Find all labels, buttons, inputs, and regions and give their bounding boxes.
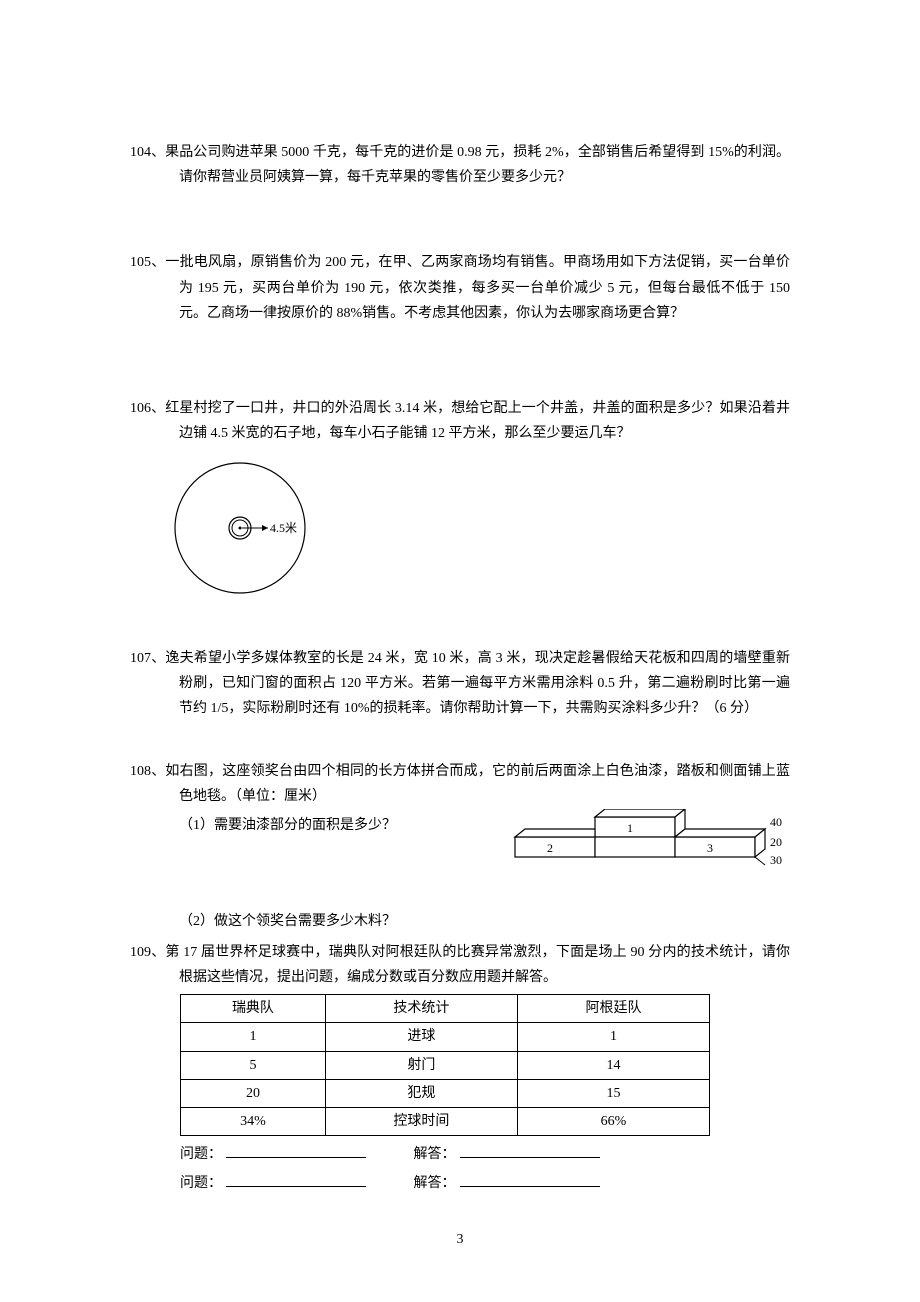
question-label: 问题： — [180, 1176, 222, 1191]
question-104: 104、果品公司购进苹果 5000 千克，每千克的进价是 0.98 元，损耗 2… — [130, 140, 790, 190]
question-body: 一批电风扇，原销售价为 200 元，在甲、乙两家商场均有销售。甲商场用如下方法促… — [165, 255, 790, 320]
question-blank[interactable] — [226, 1173, 366, 1187]
podium-label-2: 2 — [547, 841, 553, 855]
page-number: 3 — [130, 1227, 790, 1252]
table-cell: 15 — [517, 1079, 709, 1107]
table-row: 20 犯规 15 — [181, 1079, 710, 1107]
answer-line-2: 问题： 解答： — [180, 1171, 790, 1196]
podium-dim-30: 30 — [770, 853, 782, 867]
question-label: 问题： — [180, 1147, 222, 1162]
table-row: 1 进球 1 — [181, 1023, 710, 1051]
well-diagram: 4.5米 — [170, 458, 790, 607]
question-body: 第 17 届世界杯足球赛中，瑞典队对阿根廷队的比赛异常激烈，下面是场上 90 分… — [165, 945, 790, 985]
question-text: 105、一批电风扇，原销售价为 200 元，在甲、乙两家商场均有销售。甲商场用如… — [130, 250, 790, 326]
question-108-sub2: （2）做这个领奖台需要多少木料？ — [130, 909, 790, 934]
table-header-cell: 瑞典队 — [181, 995, 326, 1023]
question-text: 104、果品公司购进苹果 5000 千克，每千克的进价是 0.98 元，损耗 2… — [130, 140, 790, 190]
table-cell: 34% — [181, 1107, 326, 1135]
question-blank[interactable] — [226, 1144, 366, 1158]
podium-dim-40: 40 — [770, 815, 782, 829]
question-number: 109、 — [130, 945, 165, 960]
answer-label: 解答： — [414, 1147, 456, 1162]
podium-label-1: 1 — [627, 821, 633, 835]
table-cell: 66% — [517, 1107, 709, 1135]
podium-dim-20: 20 — [770, 835, 782, 849]
table-row: 瑞典队 技术统计 阿根廷队 — [181, 995, 710, 1023]
question-number: 105、 — [130, 255, 165, 270]
well-label: 4.5米 — [270, 521, 297, 535]
table-header-cell: 阿根廷队 — [517, 995, 709, 1023]
table-cell: 犯规 — [325, 1079, 517, 1107]
question-105: 105、一批电风扇，原销售价为 200 元，在甲、乙两家商场均有销售。甲商场用如… — [130, 250, 790, 326]
table-cell: 进球 — [325, 1023, 517, 1051]
podium-svg: 1 2 3 40 20 30 — [500, 809, 790, 879]
question-number: 104、 — [130, 145, 165, 160]
question-108: 108、如右图，这座领奖台由四个相同的长方体拼合而成，它的前后两面涂上白色油漆，… — [130, 759, 790, 934]
podium-label-3: 3 — [707, 841, 713, 855]
table-cell: 1 — [181, 1023, 326, 1051]
table-cell: 控球时间 — [325, 1107, 517, 1135]
podium-diagram: 1 2 3 40 20 30 — [500, 809, 790, 888]
well-svg: 4.5米 — [170, 458, 330, 598]
answer-line-1: 问题： 解答： — [180, 1142, 790, 1167]
table-cell: 1 — [517, 1023, 709, 1051]
question-text: 106、红星村挖了一口井，井口的外沿周长 3.14 米，想给它配上一个井盖，井盖… — [130, 396, 790, 446]
table-cell: 20 — [181, 1079, 326, 1107]
table-cell: 射门 — [325, 1051, 517, 1079]
table-cell: 5 — [181, 1051, 326, 1079]
answer-blank[interactable] — [460, 1173, 600, 1187]
answer-blank[interactable] — [460, 1144, 600, 1158]
question-number: 107、 — [130, 651, 165, 666]
answer-lines: 问题： 解答： 问题： 解答： — [180, 1142, 790, 1196]
question-107: 107、逸夫希望小学多媒体教室的长是 24 米，宽 10 米，高 3 米，现决定… — [130, 646, 790, 722]
question-body: 果品公司购进苹果 5000 千克，每千克的进价是 0.98 元，损耗 2%，全部… — [165, 145, 790, 185]
question-text: 108、如右图，这座领奖台由四个相同的长方体拼合而成，它的前后两面涂上白色油漆，… — [130, 759, 790, 809]
table-row: 34% 控球时间 66% — [181, 1107, 710, 1135]
question-body: 如右图，这座领奖台由四个相同的长方体拼合而成，它的前后两面涂上白色油漆，踏板和侧… — [165, 764, 790, 804]
question-text: 107、逸夫希望小学多媒体教室的长是 24 米，宽 10 米，高 3 米，现决定… — [130, 646, 790, 722]
table-header-cell: 技术统计 — [325, 995, 517, 1023]
question-106: 106、红星村挖了一口井，井口的外沿周长 3.14 米，想给它配上一个井盖，井盖… — [130, 396, 790, 608]
question-body: 红星村挖了一口井，井口的外沿周长 3.14 米，想给它配上一个井盖，井盖的面积是… — [165, 401, 790, 441]
question-109: 109、第 17 届世界杯足球赛中，瑞典队对阿根廷队的比赛异常激烈，下面是场上 … — [130, 940, 790, 1197]
question-text: 109、第 17 届世界杯足球赛中，瑞典队对阿根廷队的比赛异常激烈，下面是场上 … — [130, 940, 790, 990]
table-row: 5 射门 14 — [181, 1051, 710, 1079]
question-108-sub1: （1）需要油漆部分的面积是多少？ — [130, 813, 480, 838]
table-cell: 14 — [517, 1051, 709, 1079]
question-body: 逸夫希望小学多媒体教室的长是 24 米，宽 10 米，高 3 米，现决定趁暑假给… — [165, 651, 790, 716]
question-number: 108、 — [130, 764, 165, 779]
question-number: 106、 — [130, 401, 165, 416]
stats-table: 瑞典队 技术统计 阿根廷队 1 进球 1 5 射门 14 20 犯规 15 34… — [180, 994, 710, 1136]
answer-label: 解答： — [414, 1176, 456, 1191]
